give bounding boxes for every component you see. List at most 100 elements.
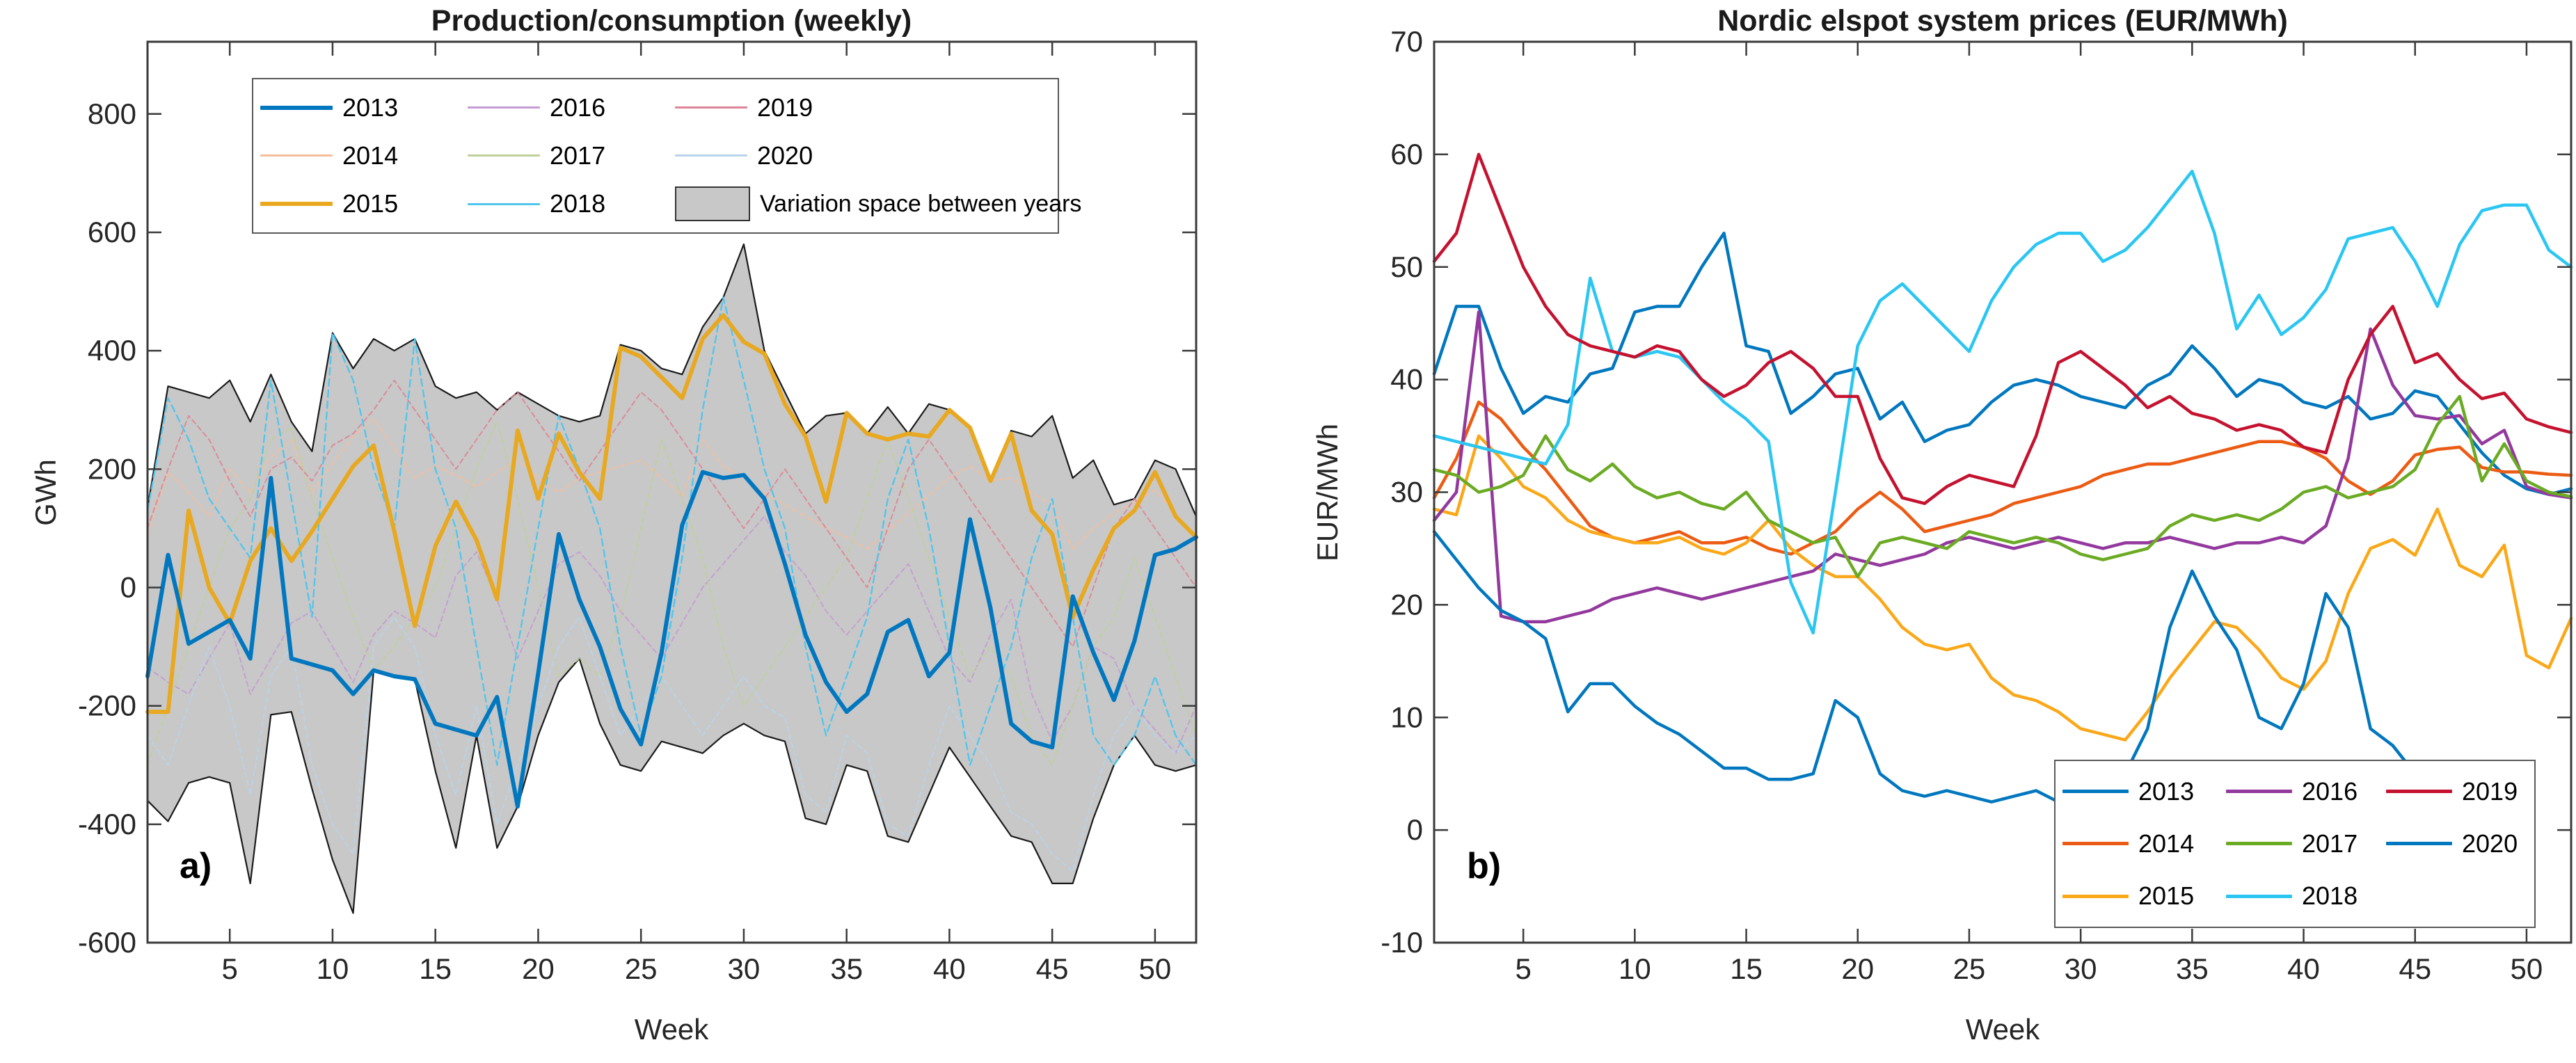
series-line-2016 [1432, 310, 2573, 623]
legend-label: 2019 [2462, 776, 2518, 806]
legend-entry-variation-space: Variation space between years [675, 180, 1081, 228]
y-tick-label: 600 [88, 216, 136, 248]
y-tick-label: 70 [1390, 25, 1423, 58]
series-line-2020 [1432, 529, 2440, 810]
y-tick-label: -600 [78, 926, 136, 959]
x-tick-label: 40 [933, 952, 966, 985]
y-tick-label: -200 [78, 689, 136, 722]
series-line-2017 [147, 421, 1197, 766]
panel-a-y-axis-label: GWh [29, 459, 62, 526]
legend-line-sample [675, 154, 747, 157]
legend-entry-2015: 2015 [260, 180, 468, 228]
legend-line-sample [468, 154, 540, 157]
series-line-2015 [145, 313, 1198, 714]
legend-entry-2020: 2020 [675, 131, 1081, 179]
legend-label: 2013 [2138, 776, 2195, 806]
x-tick-label: 20 [522, 952, 555, 985]
legend-label: 2014 [2138, 829, 2195, 858]
x-tick-label: 40 [2287, 952, 2320, 985]
x-tick-label: 10 [1619, 952, 1651, 985]
legend-line-sample [2226, 894, 2292, 898]
legend-entry-2019: 2019 [675, 83, 1081, 131]
legend-line-sample [2062, 790, 2129, 794]
panel-a-corner-label: a) [180, 846, 212, 886]
legend-entry-2014: 2014 [2062, 817, 2226, 870]
legend-entry-2013: 2013 [2062, 765, 2226, 817]
legend-entry-2019: 2019 [2386, 765, 2527, 817]
series-line-2019 [147, 379, 1197, 648]
legend-line-sample [468, 106, 540, 109]
x-tick-label: 35 [2176, 952, 2209, 985]
legend-label: 2016 [550, 93, 606, 122]
x-tick-label: 25 [1953, 952, 1986, 985]
legend-line-sample [468, 202, 540, 205]
legend-label: 2018 [550, 189, 606, 218]
panel-a-x-axis-label: Week [634, 1013, 709, 1046]
x-tick-label: 20 [1841, 952, 1874, 985]
x-tick-label: 10 [317, 952, 349, 985]
legend-line-sample [2226, 790, 2292, 794]
y-tick-label: 400 [88, 334, 136, 367]
legend-label: Variation space between years [760, 190, 1082, 217]
legend-entry-2018: 2018 [468, 180, 675, 228]
legend-label: 2018 [2302, 881, 2358, 911]
panel-b-y-axis-label: EUR/MWh [1311, 423, 1344, 562]
legend-line-sample [260, 202, 333, 207]
series-line-2015 [1432, 434, 2573, 742]
y-tick-label: -400 [78, 808, 136, 840]
y-tick-label: 30 [1390, 476, 1423, 509]
x-tick-label: 50 [1139, 952, 1172, 985]
legend-label: 2019 [757, 93, 813, 122]
y-tick-label: 60 [1390, 138, 1423, 170]
legend-entry-2015: 2015 [2062, 870, 2226, 922]
axes-box [146, 40, 1198, 944]
legend-line-sample [2386, 790, 2452, 794]
legend-label: 2015 [2138, 881, 2195, 911]
panel-b-x-axis-label: Week [1965, 1013, 2040, 1046]
series-line-2013 [145, 470, 1198, 809]
series-line-2014 [1432, 400, 2573, 556]
legend-line-sample [2386, 842, 2452, 846]
x-tick-label: 35 [830, 952, 863, 985]
legend-entry-2014: 2014 [260, 131, 468, 179]
y-tick-label: 50 [1390, 250, 1423, 283]
x-tick-label: 45 [1036, 952, 1069, 985]
y-tick-label: 40 [1390, 363, 1423, 396]
y-tick-label: 0 [120, 570, 136, 603]
legend-label: 2015 [342, 189, 399, 218]
panel-a-legend: 2013 2014 2015 2016 2017 2018 2019 2020 Variatio… [252, 78, 1081, 234]
legend-label: 2014 [342, 141, 399, 170]
series-line-2018 [146, 296, 1198, 766]
series-line-2019 [1432, 152, 2573, 505]
legend-label: 2020 [2462, 829, 2518, 858]
legend-entry-2018: 2018 [2226, 870, 2386, 922]
legend-patch-sample [675, 186, 750, 222]
y-tick-label: 10 [1390, 701, 1423, 733]
legend-entry-2016: 2016 [2226, 765, 2386, 817]
legend-line-sample [2062, 894, 2129, 898]
legend-line-sample [2226, 842, 2292, 846]
panel-b-corner-label: b) [1467, 846, 1502, 886]
legend-label: 2020 [757, 141, 813, 170]
x-tick-label: 50 [2511, 952, 2543, 985]
y-tick-label: 0 [1407, 813, 1423, 846]
series-line-2013 [1432, 231, 2573, 496]
x-tick-label: 45 [2399, 952, 2431, 985]
legend-label: 2016 [2302, 776, 2358, 806]
series-line-2014 [147, 418, 1197, 550]
x-tick-label: 5 [222, 952, 238, 985]
legend-line-sample [2062, 842, 2129, 846]
legend-label: 2013 [342, 93, 399, 122]
panel-a-title: Production/consumption (weekly) [431, 4, 912, 38]
y-tick-label: 200 [88, 452, 136, 485]
legend-line-sample [260, 154, 333, 157]
series-line-2018 [1432, 169, 2573, 635]
legend-entry-2016: 2016 [468, 83, 675, 131]
x-tick-label: 15 [419, 952, 452, 985]
y-tick-label: -10 [1381, 926, 1423, 959]
y-tick-label: 800 [88, 97, 136, 130]
legend-label: 2017 [2302, 829, 2358, 858]
panel-b-title: Nordic elspot system prices (EUR/MWh) [1717, 4, 2288, 38]
legend-entry-2017: 2017 [468, 131, 675, 179]
